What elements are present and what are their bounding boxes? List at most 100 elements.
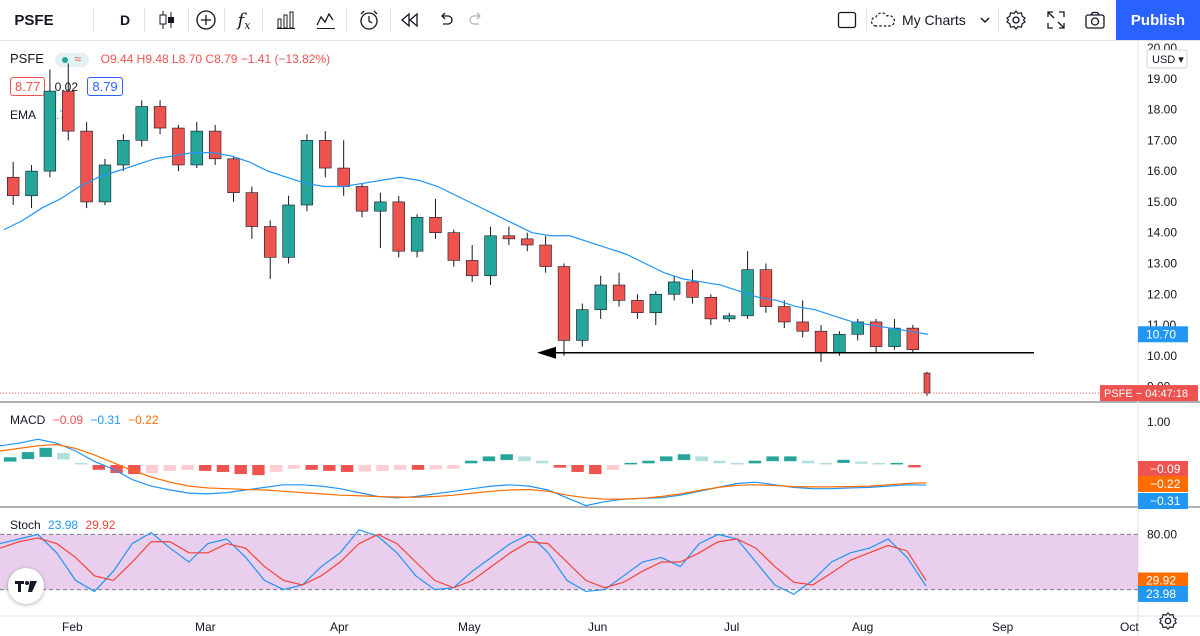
ask-price-button[interactable]: 8.79 xyxy=(87,77,123,96)
layout-select-icon[interactable] xyxy=(832,0,862,40)
bid-price-button[interactable]: 8.77 xyxy=(10,77,46,96)
candle-body xyxy=(80,130,93,203)
interval-button[interactable]: D xyxy=(119,12,131,28)
stoch-d-axis-label: 29.92 xyxy=(1146,573,1176,587)
candle-body xyxy=(7,176,20,197)
market-status-dot-icon xyxy=(62,56,69,63)
macd-histogram-bar xyxy=(323,465,336,471)
replay-icon[interactable] xyxy=(394,0,426,40)
fullscreen-icon[interactable] xyxy=(1040,0,1072,40)
time-axis-tick-label: Jul xyxy=(724,620,739,634)
candle-body xyxy=(667,281,681,295)
macd-histogram-bar xyxy=(216,465,230,472)
time-axis-tick-label: Sep xyxy=(992,620,1014,634)
macd-histogram-bar xyxy=(482,456,496,462)
candle-body xyxy=(208,130,222,160)
time-axis-tick-label: Jun xyxy=(588,620,607,634)
macd-histogram-bar xyxy=(465,460,478,464)
price-axis-tick-label: 16.00 xyxy=(1147,164,1177,178)
macd-histogram-bar xyxy=(21,452,35,460)
candle-body xyxy=(612,284,626,301)
toolbar-divider xyxy=(144,8,145,32)
bar-chart-icon[interactable] xyxy=(270,0,302,40)
candle-body xyxy=(355,186,369,212)
macd-line xyxy=(0,438,927,507)
candle-body xyxy=(227,158,240,193)
macd-axis-label-bg xyxy=(1138,461,1188,477)
macd-histogram-bar xyxy=(908,465,921,468)
last-price-label-bg xyxy=(1100,385,1198,402)
macd-histogram-bar xyxy=(145,465,159,474)
macd-histogram-bar xyxy=(394,465,407,470)
macd-legend: MACD −0.09 −0.31 −0.22 xyxy=(10,413,159,427)
time-axis-tick-label: Oct xyxy=(1120,620,1139,634)
candle-body xyxy=(337,167,350,187)
tradingview-logo-icon[interactable] xyxy=(8,568,44,604)
toolbar-divider xyxy=(224,8,225,32)
support-arrow-head xyxy=(537,346,556,359)
toolbar-divider xyxy=(998,8,999,32)
macd-histogram-bar xyxy=(518,456,531,462)
toolbar-divider xyxy=(188,8,189,32)
chart-canvas[interactable]: 9.0010.0011.0012.0013.0014.0015.0016.001… xyxy=(0,41,1200,636)
price-axis-tick-label: 19.00 xyxy=(1147,72,1177,86)
settings-gear-icon[interactable] xyxy=(1000,0,1032,40)
stoch-legend: Stoch 23.98 29.92 xyxy=(10,518,115,532)
candles-chart-type-icon[interactable] xyxy=(150,0,184,40)
stoch-k-axis-label: 23.98 xyxy=(1146,587,1176,601)
redo-icon[interactable] xyxy=(462,0,490,40)
macd-histogram-bar xyxy=(39,447,52,457)
my-charts-button[interactable]: My Charts xyxy=(870,6,996,34)
macd-histogram-bar xyxy=(624,462,637,465)
price-axis-tick-label: 12.00 xyxy=(1147,287,1177,301)
macd-histogram-bar xyxy=(199,465,212,471)
macd-label: MACD xyxy=(10,413,46,427)
time-axis-tick-label: Mar xyxy=(195,620,216,634)
macd-histogram-bar xyxy=(571,465,584,472)
macd-histogram-bar xyxy=(128,465,141,475)
currency-select-button[interactable] xyxy=(1146,49,1188,69)
ema-label: EMA xyxy=(10,108,36,122)
candle-body xyxy=(576,309,589,341)
macd-histogram-bar xyxy=(713,460,726,464)
candle-body xyxy=(814,330,828,354)
symbol-search-button[interactable]: PSFE xyxy=(14,11,54,29)
stoch-label: Stoch xyxy=(10,518,41,532)
camera-snapshot-icon[interactable] xyxy=(1078,0,1112,40)
price-axis-tick-label: 15.00 xyxy=(1147,195,1177,209)
macd-axis-label-bg xyxy=(1138,476,1188,492)
publish-button[interactable]: Publish xyxy=(1116,0,1200,40)
bid-ask-row: 8.77 0.02 8.79 xyxy=(10,77,123,96)
candle-body xyxy=(851,321,864,335)
toolbar-divider xyxy=(346,8,347,32)
alert-clock-icon[interactable] xyxy=(352,0,386,40)
time-axis-tick-label: Aug xyxy=(852,620,873,634)
candle-body xyxy=(869,321,883,347)
price-axis-tick-label: 17.00 xyxy=(1147,133,1177,147)
macd-histogram-bar xyxy=(837,459,850,463)
ema-line xyxy=(3,152,929,335)
candle-body xyxy=(778,306,791,323)
candle-body xyxy=(135,106,148,141)
macd-axis-label: −0.31 xyxy=(1150,494,1181,508)
undo-icon[interactable] xyxy=(432,0,460,40)
candle-body xyxy=(557,266,571,341)
chart-settings-gear-icon[interactable] xyxy=(1158,611,1178,631)
templates-icon[interactable] xyxy=(310,0,342,40)
macd-axis-label-bg xyxy=(1138,493,1188,509)
macd-axis-label: −0.09 xyxy=(1150,462,1181,476)
price-axis-tick-label: 14.00 xyxy=(1147,226,1177,240)
last-price-label: PSFE − 04:47:18 xyxy=(1104,388,1188,400)
candle-body xyxy=(117,140,130,166)
candle-body xyxy=(484,235,497,277)
compare-add-icon[interactable] xyxy=(190,0,222,40)
candle-body xyxy=(392,201,405,252)
candle-body xyxy=(521,238,534,246)
macd-histogram-bar xyxy=(234,465,247,475)
stoch-d-label-bg xyxy=(1138,572,1188,589)
candle-body xyxy=(25,170,38,197)
macd-histogram-bar xyxy=(74,462,88,465)
macd-histogram-bar xyxy=(784,456,797,462)
